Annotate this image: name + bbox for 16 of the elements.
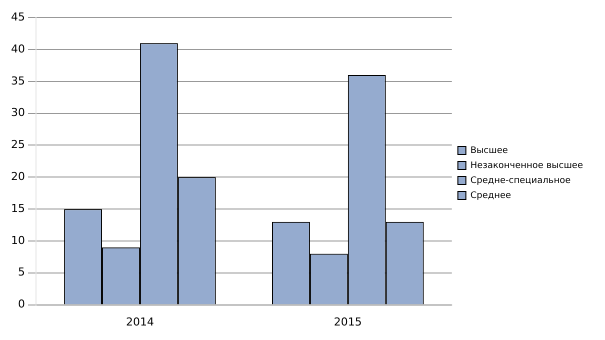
y-tick-label: 25	[10, 138, 25, 152]
legend-label: Незаконченное высшее	[470, 160, 584, 171]
y-tick-label: 30	[10, 106, 25, 120]
y-tick-label: 15	[10, 202, 25, 215]
y-tick-label: 5	[18, 266, 25, 279]
legend-label: Средне-специальное	[470, 176, 572, 186]
x-tick-label: 2015	[334, 315, 362, 328]
y-tick-label: 10	[10, 234, 25, 247]
x-tick-label: 2014	[126, 315, 154, 328]
legend-label: Высшее	[470, 146, 508, 156]
y-tick-label: 45	[10, 10, 25, 24]
y-tick-label: 0	[18, 298, 25, 311]
y-tick-label: 40	[10, 42, 25, 56]
y-tick-label: 35	[10, 74, 25, 88]
legend-label: Среднее	[470, 190, 512, 201]
y-tick-label: 20	[10, 170, 25, 184]
